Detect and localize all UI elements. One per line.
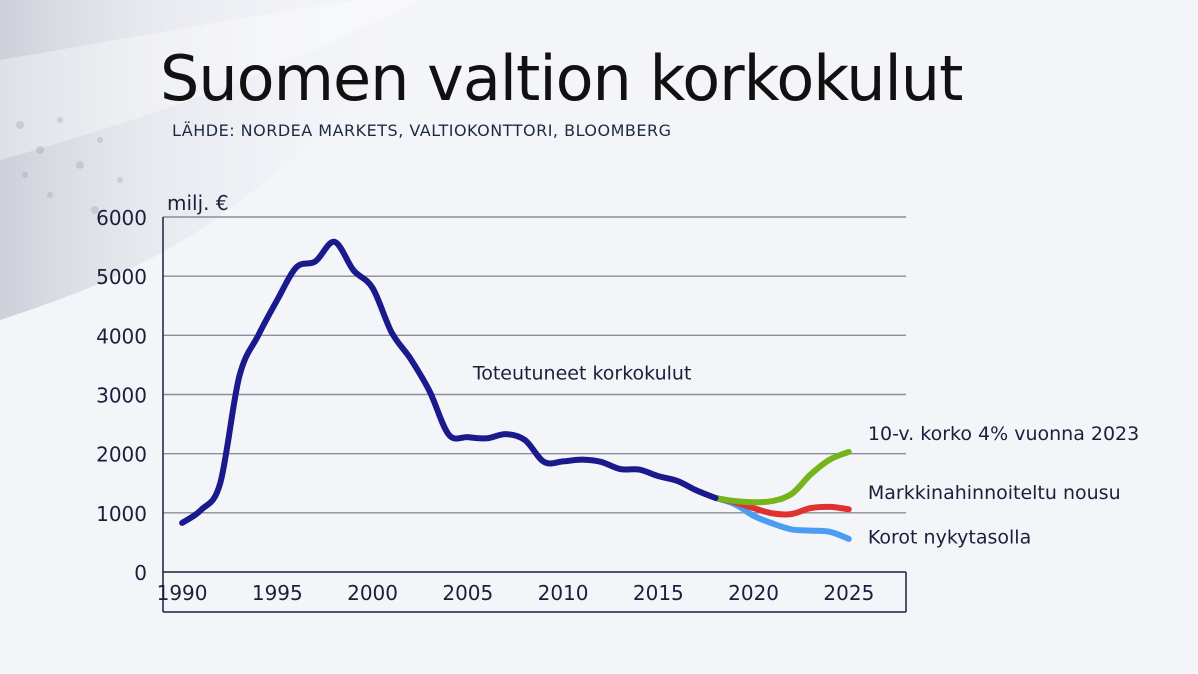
y-axis-label: milj. €	[167, 191, 229, 215]
series-line-1	[712, 448, 852, 506]
y-tick-label: 1000	[96, 502, 147, 526]
axes	[162, 217, 907, 613]
series-line-0	[179, 238, 719, 526]
series-annotation: Toteutuneet korkokulut	[472, 363, 692, 385]
y-tick-label: 3000	[96, 384, 147, 408]
y-tick-label: 0	[134, 561, 147, 585]
page-title: Suomen valtion korkokulut	[160, 42, 963, 115]
series-lines	[179, 238, 852, 542]
source-subtitle: LÄHDE: NORDEA MARKETS, VALTIOKONTTORI, B…	[172, 121, 672, 140]
x-tick-label: 2010	[538, 581, 589, 605]
series-annotation: 10-v. korko 4% vuonna 2023	[868, 423, 1139, 445]
x-tick-label: 1995	[252, 581, 303, 605]
y-tick-label: 6000	[96, 206, 147, 230]
y-tick-label: 5000	[96, 265, 147, 289]
y-tick-label: 4000	[96, 324, 147, 348]
x-tick-label: 2025	[823, 581, 874, 605]
series-annotation: Markkinahinnoiteltu nousu	[868, 482, 1121, 504]
x-tick-label: 1990	[157, 581, 208, 605]
chart-labels: 0 1000 2000 3000 4000 5000 6000 1990 1995 2000 200…	[96, 191, 1139, 605]
x-tick-label: 2000	[347, 581, 398, 605]
series-annotation: Korot nykytasolla	[868, 527, 1031, 549]
x-tick-label: 2020	[728, 581, 779, 605]
x-tick-label: 2015	[633, 581, 684, 605]
y-tick-label: 2000	[96, 443, 147, 467]
x-tick-label: 2005	[442, 581, 493, 605]
